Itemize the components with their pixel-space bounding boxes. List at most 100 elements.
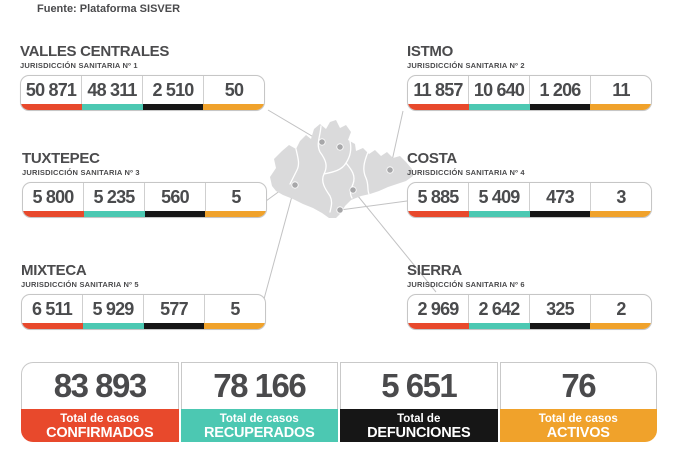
jurisdiction-card-tuxtepec: TUXTEPEC JURISDICCIÓN SANITARIA Nº 3 5 8… xyxy=(22,151,267,218)
recovered-count: 5 409 xyxy=(469,183,530,211)
active-count: 3 xyxy=(616,186,626,207)
confirmed-count: 5 800 xyxy=(23,183,84,211)
confirmed-count: 6 511 xyxy=(22,295,83,323)
location-dot-mixteca xyxy=(291,181,299,189)
deaths-count: 325 xyxy=(530,295,591,323)
stat-cells: 50 871 48 311 2 510 50 xyxy=(21,76,264,104)
total-card-activos: 76 Total de casos ACTIVOS xyxy=(499,362,657,442)
category-color-bands xyxy=(22,323,265,329)
confirmed-count: 11 857 xyxy=(408,76,469,104)
confirmed-color-band xyxy=(408,104,469,110)
jurisdiction-name: COSTA xyxy=(407,150,457,167)
location-dot-sierra xyxy=(349,186,357,194)
jurisdiction-name: SIERRA xyxy=(407,262,462,279)
recovered-count: 2 642 xyxy=(469,295,530,323)
jurisdiction-borders xyxy=(289,125,370,213)
deaths-color-band xyxy=(144,211,206,217)
location-dot-costa xyxy=(336,206,344,214)
recovered-count: 10 640 xyxy=(469,76,530,104)
confirmed-count: 50 871 xyxy=(21,76,82,104)
jurisdiction-card-costa: COSTA JURISDICCIÓN SANITARIA Nº 4 5 885 … xyxy=(407,151,652,218)
total-label: Total de casos CONFIRMADOS xyxy=(21,409,179,442)
recovered-count: 5 235 xyxy=(84,183,145,211)
total-value: 78 166 xyxy=(180,362,338,409)
active-color-band xyxy=(590,211,651,217)
total-card-defunciones: 5 651 Total de DEFUNCIONES xyxy=(340,362,498,442)
active-color-band xyxy=(590,323,651,329)
active-color-band xyxy=(203,104,264,110)
active-count: 11 xyxy=(612,79,630,100)
active-color-band xyxy=(204,323,265,329)
category-color-bands xyxy=(21,104,264,110)
total-card-confirmados: 83 893 Total de casos CONFIRMADOS xyxy=(21,362,179,442)
jurisdiction-card-sierra: SIERRA JURISDICCIÓN SANITARIA Nº 6 2 969… xyxy=(407,263,652,330)
total-label-line1: Total de casos xyxy=(60,412,140,425)
total-label: Total de casos RECUPERADOS xyxy=(180,409,338,442)
stat-cells: 2 969 2 642 325 2 xyxy=(408,295,651,323)
jurisdiction-subtitle: JURISDICCIÓN SANITARIA Nº 3 xyxy=(22,168,140,177)
deaths-color-band xyxy=(142,104,204,110)
location-dot-valles-centrales xyxy=(318,138,326,146)
total-card-recuperados: 78 166 Total de casos RECUPERADOS xyxy=(180,362,338,442)
stat-cells: 5 885 5 409 473 3 xyxy=(408,183,651,211)
active-count: 50 xyxy=(224,79,244,100)
recovered-count: 48 311 xyxy=(82,76,143,104)
total-label: Total de casos ACTIVOS xyxy=(499,409,657,442)
report-header: Fecha: 30/12/2021 Fuente: Plataforma SIS… xyxy=(37,0,180,15)
recovered-color-band xyxy=(468,211,530,217)
deaths-count: 1 206 xyxy=(530,76,591,104)
recovered-color-band xyxy=(83,211,145,217)
jurisdiction-name: TUXTEPEC xyxy=(22,150,100,167)
confirmed-color-band xyxy=(23,211,84,217)
active-color-band xyxy=(205,211,266,217)
deaths-count: 2 510 xyxy=(143,76,204,104)
deaths-count: 560 xyxy=(145,183,206,211)
total-label-line1: Total de xyxy=(397,412,441,425)
recovered-count: 5 929 xyxy=(83,295,144,323)
jurisdiction-name: MIXTECA xyxy=(21,262,87,279)
jurisdiction-name: ISTMO xyxy=(407,43,453,60)
total-label-line1: Total de casos xyxy=(538,412,618,425)
connector-line-sierra xyxy=(352,189,437,293)
stat-cells: 11 857 10 640 1 206 11 xyxy=(408,76,651,104)
state-outline xyxy=(270,120,413,218)
jurisdiction-card-istmo: ISTMO JURISDICCIÓN SANITARIA Nº 2 11 857… xyxy=(407,44,652,111)
recovered-color-band xyxy=(82,323,144,329)
total-label-line2: ACTIVOS xyxy=(546,424,610,441)
deaths-count: 577 xyxy=(144,295,205,323)
confirmed-color-band xyxy=(408,211,469,217)
deaths-color-band xyxy=(143,323,205,329)
category-color-bands xyxy=(408,323,651,329)
jurisdiction-subtitle: JURISDICCIÓN SANITARIA Nº 6 xyxy=(407,280,525,289)
data-source: Fuente: Plataforma SISVER xyxy=(37,3,181,15)
connector-line-mixteca xyxy=(263,184,296,300)
total-value: 5 651 xyxy=(340,362,498,409)
jurisdiction-stats: 6 511 5 929 577 5 xyxy=(21,294,266,330)
active-count: 2 xyxy=(616,298,626,319)
jurisdiction-stats: 50 871 48 311 2 510 50 xyxy=(20,75,265,111)
total-label-line1: Total de casos xyxy=(219,412,299,425)
location-dots xyxy=(291,138,394,214)
stat-cells: 6 511 5 929 577 5 xyxy=(22,295,265,323)
confirmed-color-band xyxy=(22,323,83,329)
total-label: Total de DEFUNCIONES xyxy=(340,409,498,442)
jurisdiction-card-valles-centrales: VALLES CENTRALES JURISDICCIÓN SANITARIA … xyxy=(20,44,265,111)
active-color-band xyxy=(590,104,651,110)
location-dot-tuxtepec xyxy=(336,143,344,151)
location-dot-istmo xyxy=(386,166,394,174)
confirmed-count: 2 969 xyxy=(408,295,469,323)
jurisdiction-subtitle: JURISDICCIÓN SANITARIA Nº 1 xyxy=(20,61,138,70)
jurisdiction-stats: 2 969 2 642 325 2 xyxy=(407,294,652,330)
active-count: 5 xyxy=(231,186,241,207)
report-date: Fecha: 30/12/2021 xyxy=(37,0,180,3)
jurisdiction-stats: 5 800 5 235 560 5 xyxy=(22,182,267,218)
jurisdiction-subtitle: JURISDICCIÓN SANITARIA Nº 5 xyxy=(21,280,139,289)
recovered-color-band xyxy=(468,323,530,329)
total-label-line2: CONFIRMADOS xyxy=(46,424,154,441)
jurisdiction-subtitle: JURISDICCIÓN SANITARIA Nº 2 xyxy=(407,61,525,70)
active-count: 5 xyxy=(230,298,240,319)
deaths-color-band xyxy=(529,211,591,217)
totals-strip: 83 893 Total de casos CONFIRMADOS 78 166… xyxy=(21,362,657,442)
recovered-color-band xyxy=(468,104,530,110)
